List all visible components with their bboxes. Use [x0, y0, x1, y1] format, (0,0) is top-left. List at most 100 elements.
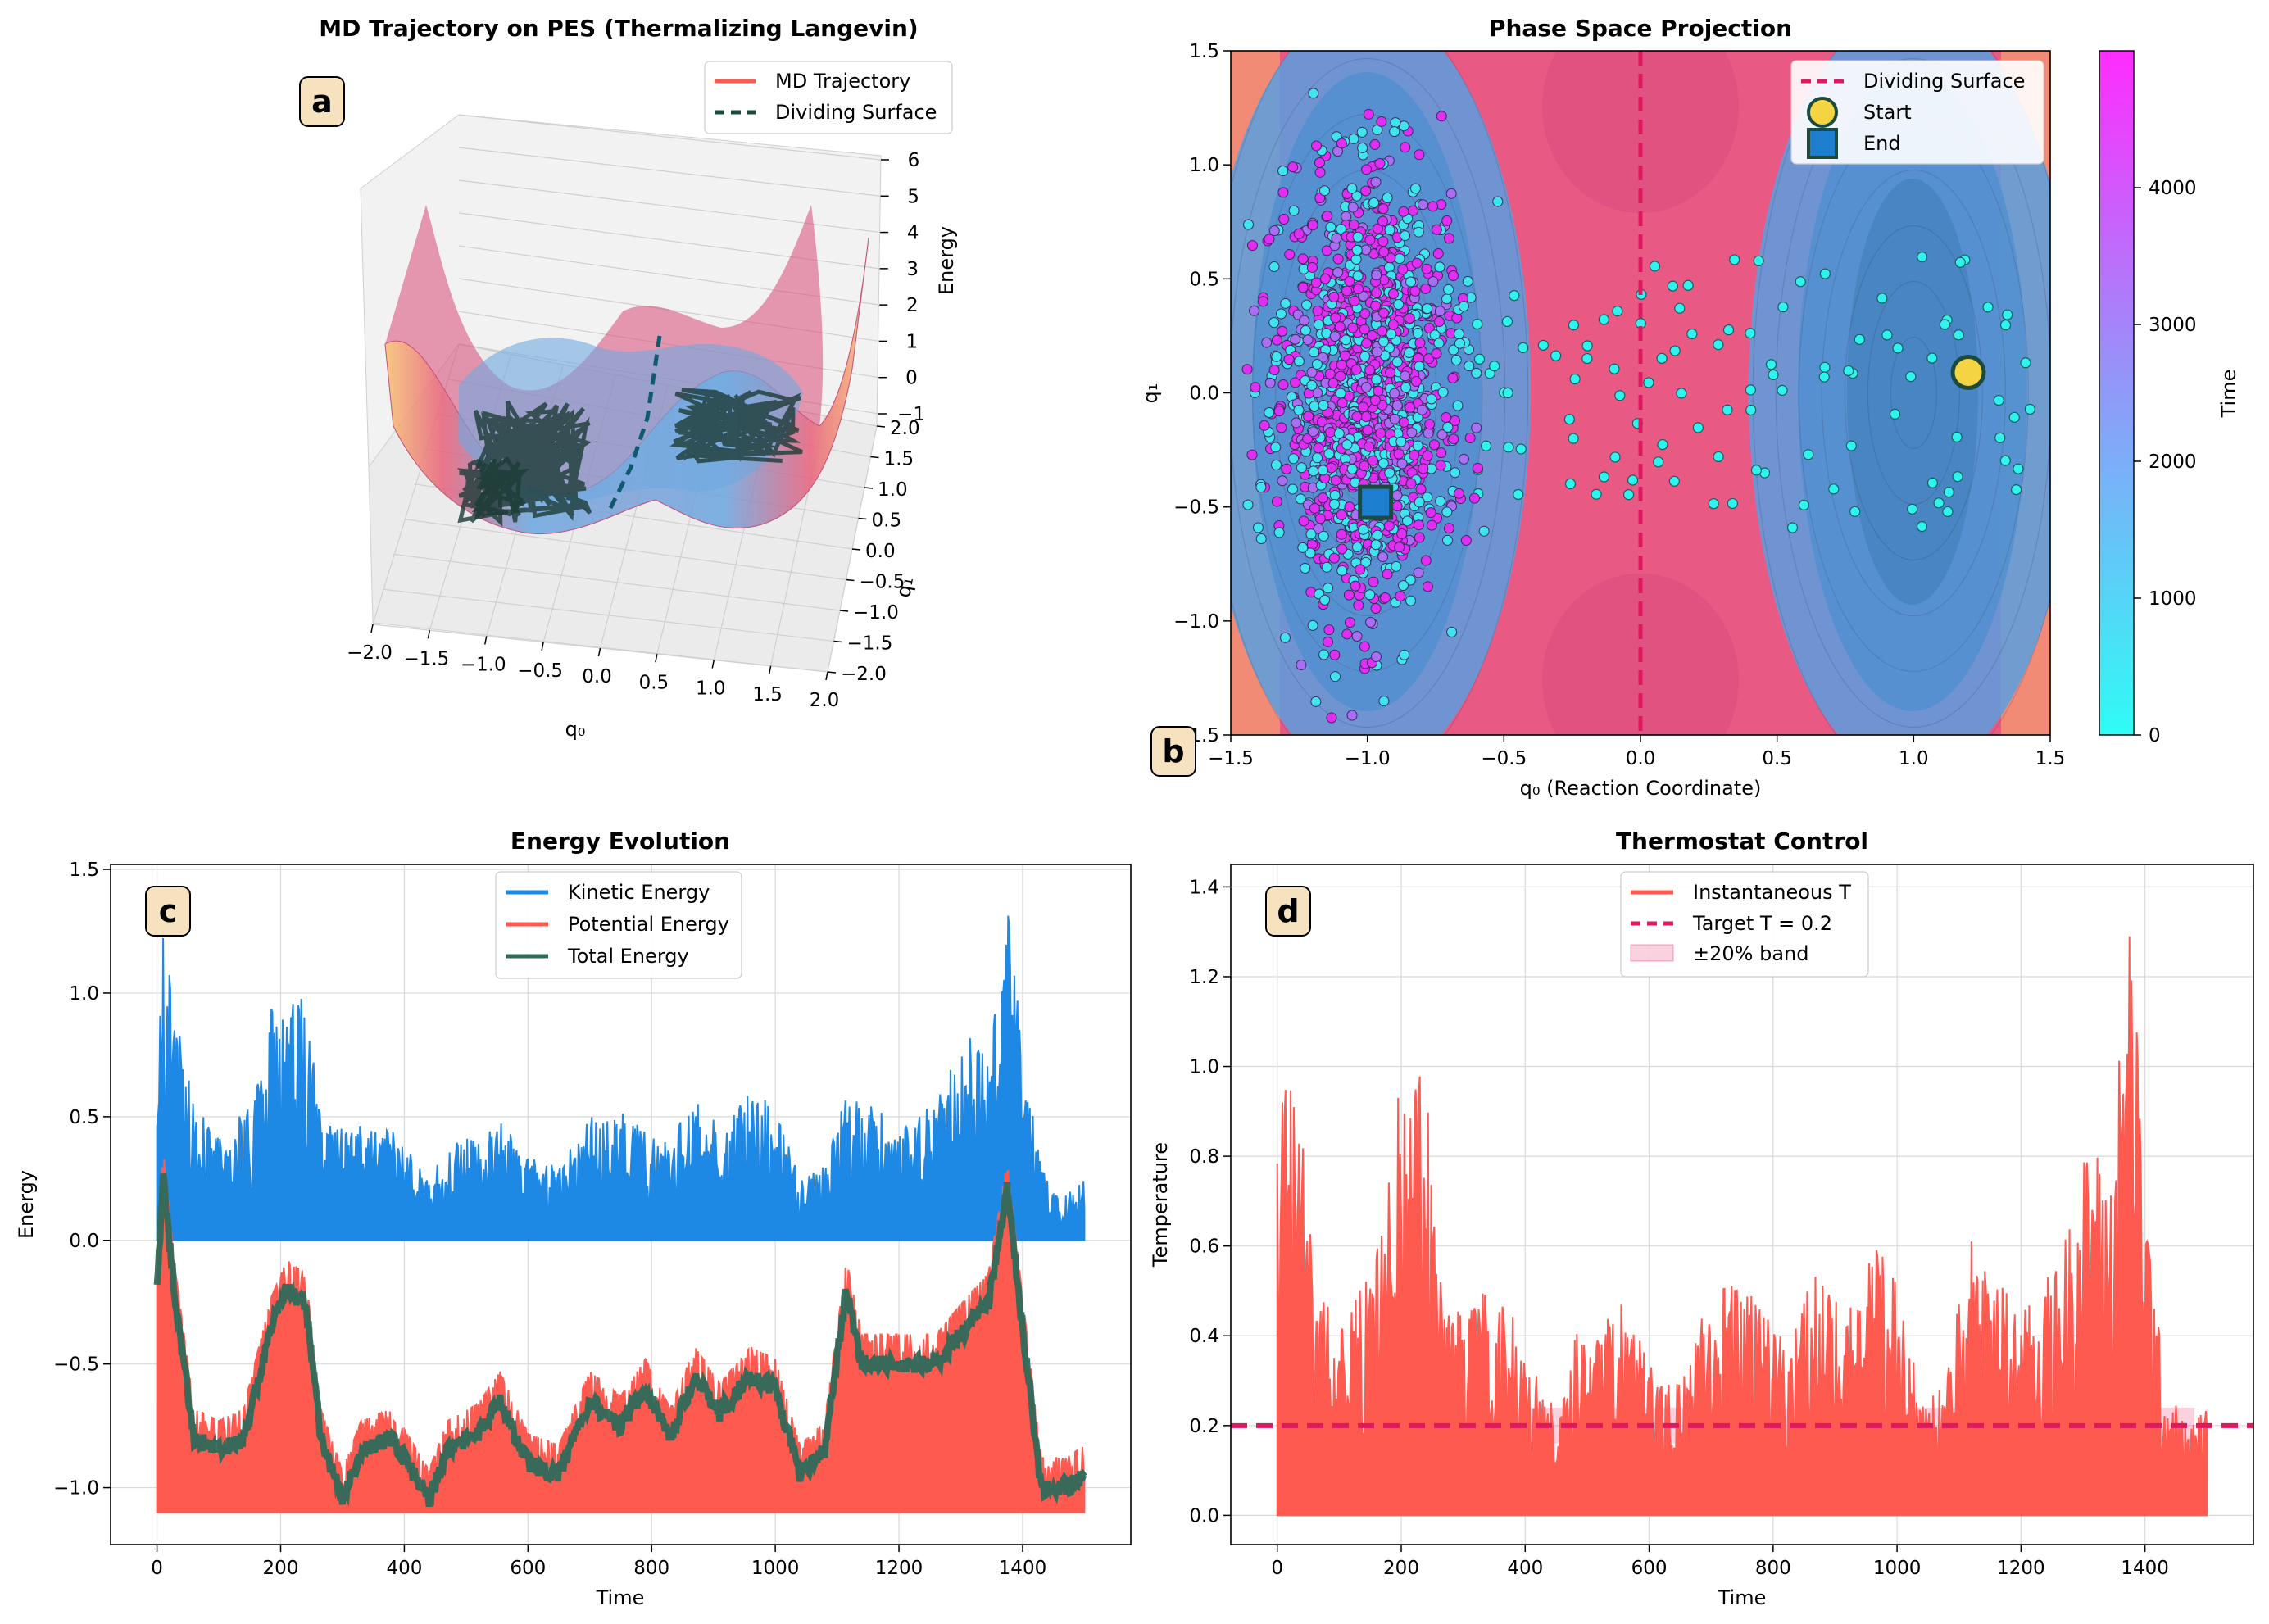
panel-b-point	[1358, 401, 1369, 413]
panel-b-point	[1385, 367, 1396, 379]
panel-b-point	[1377, 236, 1389, 247]
panel-b-point	[1492, 196, 1504, 207]
panel-b-point	[1361, 164, 1373, 175]
panel-a-y-tick-label: 0.0	[865, 541, 896, 562]
legend-dividing-surface-label-b: Dividing Surface	[1863, 70, 2025, 93]
panel-c-y-tick-label: −0.5	[53, 1354, 99, 1376]
panel-b-point	[1351, 244, 1363, 256]
panel-b-point	[1708, 498, 1719, 510]
panel-b-point	[1422, 492, 1433, 503]
panel-b-point	[1939, 319, 1950, 330]
panel-b-point	[1264, 377, 1276, 388]
panel-b-point	[1406, 427, 1418, 438]
panel-a-y-tick-label: −0.5	[860, 572, 905, 593]
panel-d-legend-box	[1620, 871, 1869, 978]
panel-b-point	[1404, 347, 1415, 358]
panel-b-point	[1395, 436, 1407, 447]
panel-b-point	[1669, 345, 1681, 356]
panel-b-point	[1353, 600, 1364, 611]
panel-b-point	[1464, 432, 1476, 443]
panel-b-point	[1280, 297, 1291, 309]
panel-b-point	[1293, 356, 1305, 367]
panel-b-point	[1318, 649, 1330, 660]
legend-kinetic-label: Kinetic Energy	[568, 881, 710, 904]
panel-c-x-label: Time	[596, 1586, 645, 1609]
panel-b-point	[1427, 201, 1439, 212]
panel-b-point	[1422, 303, 1433, 315]
panel-b-point	[1351, 411, 1363, 422]
panel-b-point	[1713, 339, 1724, 351]
panel-b-point	[1277, 166, 1289, 177]
panel-b-point	[1347, 202, 1359, 213]
panel-b-right-well-center	[1847, 179, 1978, 605]
panel-b-point	[1323, 583, 1334, 594]
panel-b-point	[1317, 492, 1328, 504]
panel-d-y-label: Temperature	[1149, 1142, 1172, 1268]
panel-b-point	[1414, 497, 1425, 508]
panel-b-point	[1359, 460, 1370, 472]
panel-b-point	[1423, 353, 1435, 365]
panel-b-point	[1359, 308, 1371, 320]
legend-dividing-surface-label-a: Dividing Surface	[775, 101, 937, 124]
panel-b-point	[1310, 277, 1322, 288]
panel-b-point	[1324, 368, 1336, 379]
panel-b-point	[1374, 158, 1386, 170]
panel-b-point	[1314, 157, 1325, 168]
panel-b-point	[1441, 293, 1453, 305]
panel-b-point	[1513, 488, 1524, 501]
panel-d-x-tick-label: 1400	[2121, 1558, 2169, 1579]
panel-b-point	[1352, 231, 1364, 243]
panel-b-point	[1309, 401, 1320, 412]
panel-b-point	[1368, 197, 1380, 209]
panel-b-point	[1627, 474, 1639, 486]
panel-b-point	[1414, 361, 1425, 372]
panel-b-point	[1410, 376, 1422, 388]
panel-b-point	[1250, 382, 1261, 393]
panel-b-point	[1412, 440, 1423, 451]
panel-b-point	[1433, 316, 1445, 328]
panel-b-point	[1312, 452, 1323, 464]
panel-b-point	[1373, 385, 1384, 397]
panel-b-point	[1954, 256, 1966, 268]
panel-b-point	[1372, 346, 1383, 357]
panel-b-point	[1350, 580, 1361, 592]
panel-b-point	[1317, 352, 1328, 363]
panel-b-point	[1447, 373, 1459, 384]
panel-b-point	[1473, 353, 1486, 365]
panel-a-title: MD Trajectory on PES (Thermalizing Lange…	[319, 15, 918, 42]
panel-b-point	[1367, 455, 1378, 466]
panel-b-point	[1359, 351, 1371, 362]
panel-b-point	[1649, 261, 1660, 272]
panel-a-x-tick-mark	[597, 647, 601, 657]
panel-b-point	[1306, 261, 1318, 273]
panel-b-point	[1336, 359, 1347, 370]
panel-b-badge-box	[1150, 726, 1196, 777]
panel-d-badge-label: d	[1277, 893, 1299, 929]
panel-c-x-tick-label: 0	[151, 1558, 163, 1579]
panel-b-point	[1426, 393, 1437, 405]
panel-b-point	[1333, 428, 1345, 439]
panel-c-x-tick-label: 400	[386, 1558, 422, 1579]
panel-b-colorbar-tick-label: 2000	[2149, 451, 2197, 473]
legend-total-label: Total Energy	[567, 945, 689, 968]
panel-b-point	[1425, 507, 1436, 519]
panel-b-y-tick-label: −0.5	[1173, 497, 1219, 519]
panel-a-back-gridline	[458, 114, 882, 161]
panel-a-trajectory-segment	[456, 456, 530, 527]
panel-a-x-tick-mark	[484, 636, 488, 645]
panel-c-legend-box	[495, 871, 742, 979]
panel-b-point	[1344, 275, 1355, 287]
panel-b-point	[1396, 458, 1408, 470]
panel-b-point	[1363, 108, 1374, 120]
panel-b-point	[1448, 433, 1459, 445]
panel-b-point	[1431, 347, 1442, 359]
panel-b-point	[1450, 355, 1462, 366]
panel-b-point	[1313, 442, 1324, 454]
panel-b-point	[1330, 312, 1341, 324]
panel-b-point	[1308, 465, 1319, 477]
panel-b-point	[1472, 462, 1483, 474]
panel-a-z-tick-label: 6	[908, 150, 920, 171]
panel-b-point	[1452, 400, 1464, 411]
panel-d-instantaneous-temperature	[1276, 936, 2208, 1517]
panel-b-point	[1370, 539, 1382, 551]
